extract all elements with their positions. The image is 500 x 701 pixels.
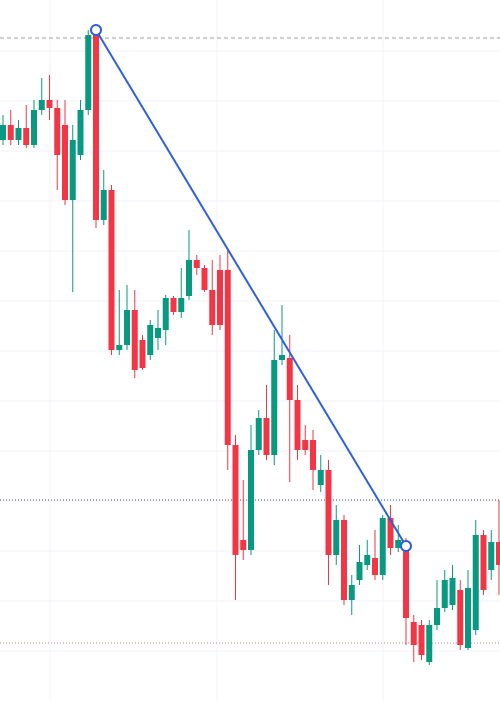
candle-body bbox=[263, 418, 270, 455]
candle-body bbox=[23, 128, 30, 145]
candle-body bbox=[85, 35, 92, 110]
candle-body bbox=[62, 125, 68, 200]
candle-body bbox=[186, 260, 192, 296]
candle-body bbox=[38, 100, 45, 110]
candle-body bbox=[178, 298, 185, 312]
candle-body bbox=[124, 310, 130, 345]
candle-body bbox=[162, 298, 169, 330]
candle-body bbox=[116, 345, 123, 350]
trendline bbox=[95, 29, 407, 547]
candle-body bbox=[224, 270, 231, 445]
candle-body bbox=[403, 542, 409, 618]
candle-body bbox=[0, 125, 6, 140]
candle-body bbox=[348, 585, 355, 600]
candle-body bbox=[69, 140, 76, 200]
candle-body bbox=[457, 590, 464, 645]
candle-body bbox=[209, 290, 216, 325]
candle-body bbox=[472, 535, 479, 630]
candle-body bbox=[170, 298, 177, 312]
candle-body bbox=[325, 470, 332, 555]
candle-body bbox=[302, 440, 309, 450]
candle-body bbox=[248, 450, 254, 550]
trendline-handle bbox=[400, 540, 412, 552]
candle-body bbox=[379, 518, 386, 575]
candle-body bbox=[77, 110, 84, 155]
candle-body bbox=[255, 418, 262, 450]
candle-body bbox=[310, 440, 316, 470]
candle-body bbox=[410, 622, 417, 645]
candle-body bbox=[46, 100, 53, 108]
candle-body bbox=[387, 518, 394, 548]
candle-body bbox=[217, 270, 223, 325]
candle-body bbox=[271, 360, 278, 455]
candle-body bbox=[100, 190, 107, 220]
candle-body bbox=[93, 35, 99, 220]
candle-body bbox=[294, 400, 301, 450]
candle-body bbox=[395, 540, 402, 548]
candle-body bbox=[193, 260, 200, 268]
candle-body bbox=[480, 535, 487, 590]
candle-body bbox=[240, 540, 247, 550]
candle-body bbox=[31, 110, 37, 145]
candle-body bbox=[449, 578, 456, 605]
candle-body bbox=[364, 555, 371, 565]
candle-body bbox=[496, 542, 500, 565]
candle-body bbox=[465, 588, 471, 648]
candle-body bbox=[286, 358, 293, 400]
candle-body bbox=[317, 470, 324, 485]
candle-body bbox=[155, 328, 161, 338]
candle-body bbox=[426, 625, 433, 662]
candle-body bbox=[7, 125, 14, 140]
candle-body bbox=[201, 268, 208, 290]
candle-body bbox=[139, 340, 146, 368]
candle-body bbox=[54, 108, 61, 155]
candle-body bbox=[15, 128, 22, 140]
trendline-handle bbox=[90, 24, 102, 36]
candle-body bbox=[372, 558, 378, 575]
candle-body bbox=[434, 608, 440, 625]
candle-body bbox=[108, 190, 115, 350]
candle-body bbox=[333, 520, 340, 555]
candle-body bbox=[356, 562, 363, 580]
candle-body bbox=[232, 445, 239, 555]
candle-body bbox=[441, 580, 448, 608]
candle-body bbox=[341, 520, 347, 600]
candle-body bbox=[131, 310, 138, 370]
candle-body bbox=[279, 355, 285, 360]
candle-body bbox=[418, 625, 425, 655]
candle-body bbox=[488, 542, 495, 570]
candle-body bbox=[147, 325, 154, 355]
